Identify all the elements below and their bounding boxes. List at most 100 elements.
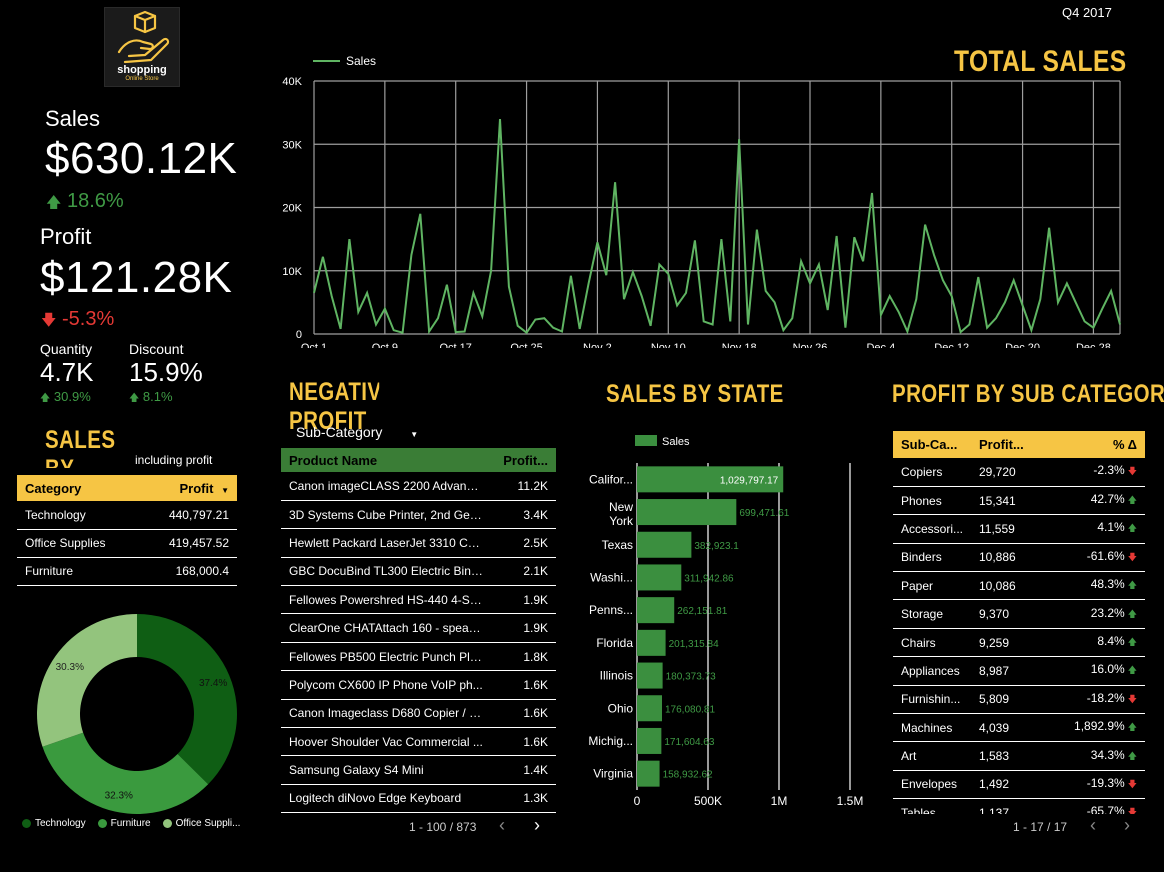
- state-bar[interactable]: [637, 499, 737, 526]
- state-bar[interactable]: [637, 727, 662, 754]
- state-bar[interactable]: [637, 662, 663, 689]
- subcategory-table-wrap[interactable]: Sub-Ca... Profit... % Δ Copiers 29,720 -…: [893, 431, 1145, 814]
- state-label: Califor...: [589, 472, 633, 486]
- category-row[interactable]: Office Supplies 419,457.52: [17, 529, 237, 557]
- table-row[interactable]: Envelopes 1,492 -19.3% 🡇: [893, 770, 1145, 799]
- table-row[interactable]: Tables 1,137 -65.7% 🡇: [893, 799, 1145, 814]
- table-row[interactable]: Chairs 9,259 8.4% 🡅: [893, 628, 1145, 657]
- table-row[interactable]: Canon imageCLASS 2200 Advance... 11.2K: [281, 472, 556, 501]
- state-bar[interactable]: [637, 760, 660, 787]
- table-row[interactable]: Storage 9,370 23.2% 🡅: [893, 600, 1145, 629]
- sub-category-filter[interactable]: Sub-Category ▼: [296, 424, 419, 440]
- state-bar[interactable]: [637, 531, 692, 558]
- subcategory-prev-page-button[interactable]: ‹: [1090, 815, 1096, 835]
- table-row[interactable]: Samsung Galaxy S4 Mini 1.4K: [281, 756, 556, 785]
- state-bar[interactable]: [637, 564, 682, 591]
- subcategory-profit: 4,039: [979, 720, 1010, 735]
- table-row[interactable]: Paper 10,086 48.3% 🡅: [893, 572, 1145, 600]
- table-row[interactable]: GBC DocuBind TL300 Electric Bindi... 2.1…: [281, 557, 556, 586]
- table-row[interactable]: 3D Systems Cube Printer, 2nd Gene... 3.4…: [281, 500, 556, 529]
- category-row[interactable]: Furniture 168,000.4: [17, 557, 237, 585]
- table-row[interactable]: Art 1,583 34.3% 🡅: [893, 742, 1145, 771]
- subcategory-profit: 1,137: [979, 805, 1010, 814]
- donut-slice[interactable]: [42, 732, 209, 814]
- logo-subtext: Online Store: [125, 76, 159, 82]
- subcategory-next-page-button[interactable]: ›: [1124, 815, 1130, 835]
- negative-pager-label: 1 - 100 / 873: [409, 820, 477, 834]
- product-name: Fellowes Powershred HS-440 4-She...: [289, 592, 491, 607]
- profit-kpi-value: $121.28K: [40, 253, 233, 302]
- negative-profit-col-header[interactable]: Profit...: [503, 452, 548, 468]
- state-label: Florida: [596, 636, 633, 650]
- state-bar[interactable]: [637, 466, 784, 493]
- quantity-kpi-delta: 🡅 30.9%: [40, 389, 91, 404]
- table-row[interactable]: Hewlett Packard LaserJet 3310 Co... 2.5K: [281, 529, 556, 558]
- state-bar[interactable]: [637, 629, 666, 656]
- table-row[interactable]: Hoover Shoulder Vac Commercial ... 1.6K: [281, 728, 556, 756]
- table-row[interactable]: Fellowes Powershred HS-440 4-She... 1.9K: [281, 586, 556, 614]
- table-row[interactable]: Canon Imageclass D680 Copier / F... 1.6K: [281, 699, 556, 728]
- arrow-up-icon: 🡅: [129, 393, 140, 404]
- subcategory-col-header[interactable]: Sub-Ca...: [901, 437, 958, 452]
- arrow-up-icon: 🡅: [1127, 523, 1137, 534]
- prev-page-button[interactable]: ‹: [499, 815, 505, 835]
- table-row[interactable]: Fellowes PB500 Electric Punch Pla... 1.8…: [281, 642, 556, 671]
- arrow-down-icon: 🡇: [1127, 807, 1137, 814]
- table-row[interactable]: Phones 15,341 42.7% 🡅: [893, 486, 1145, 515]
- subcategory-name: Accessori...: [901, 521, 964, 536]
- x-tick-label: Oct 1: [301, 342, 327, 348]
- subcategory-delta: -19.3% 🡇: [1086, 775, 1137, 790]
- state-label: York: [609, 514, 634, 528]
- y-tick-label: 30K: [282, 139, 302, 151]
- category-row[interactable]: Technology 440,797.21: [17, 501, 237, 529]
- bar-value-label: 180,373.73: [666, 672, 716, 683]
- subcategory-name: Furnishin...: [901, 692, 961, 707]
- subcategory-delta-col-header[interactable]: % Δ: [1112, 437, 1137, 452]
- legend-dot: [97, 819, 107, 828]
- subcategory-name: Chairs: [901, 635, 936, 650]
- table-row[interactable]: Machines 4,039 1,892.9% 🡅: [893, 714, 1145, 742]
- next-page-button[interactable]: ›: [534, 815, 540, 835]
- table-row[interactable]: Polycom CX600 IP Phone VoIP ph... 1.6K: [281, 671, 556, 700]
- product-name-col-header[interactable]: Product Name: [289, 452, 378, 468]
- state-bar[interactable]: [637, 597, 675, 624]
- table-row[interactable]: Furnishin... 5,809 -18.2% 🡇: [893, 685, 1145, 714]
- subcategory-name: Phones: [901, 493, 942, 508]
- dropdown-caret-icon: ▼: [410, 430, 419, 439]
- subcategory-delta: -65.7% 🡇: [1047, 799, 1145, 814]
- sales-series-line: [313, 118, 1121, 335]
- table-row[interactable]: Accessori... 11,559 4.1% 🡅: [893, 515, 1145, 544]
- table-row[interactable]: Logitech diNovo Edge Keyboard 1.3K: [281, 784, 556, 813]
- subcategory-profit: 15,341: [979, 493, 1016, 508]
- product-name: Hoover Shoulder Vac Commercial ...: [289, 734, 483, 749]
- state-bar[interactable]: [637, 695, 663, 722]
- category-profit-col-header[interactable]: Profit ▼: [179, 480, 230, 496]
- subcategory-name: Copiers: [901, 464, 943, 479]
- legend-item[interactable]: Technology: [22, 818, 86, 829]
- legend-item[interactable]: Furniture: [97, 818, 151, 829]
- donut-slice[interactable]: [36, 614, 137, 747]
- table-row[interactable]: ClearOne CHATAttach 160 - speake... 1.9K: [281, 614, 556, 643]
- x-tick-label: Oct 17: [440, 342, 472, 348]
- subcategory-delta: 48.3% 🡅: [1090, 577, 1137, 592]
- subcategory-profit-col-header[interactable]: Profit...: [979, 437, 1024, 452]
- category-col-header[interactable]: Category: [25, 480, 82, 496]
- product-loss: 1.6K: [523, 706, 548, 721]
- table-row[interactable]: Copiers 29,720 -2.3% 🡇: [893, 458, 1145, 487]
- subcategory-delta: 4.1% 🡅: [1097, 520, 1137, 535]
- subcategory-name: Binders: [901, 550, 942, 565]
- arrow-down-icon: 🡇: [1127, 466, 1137, 477]
- legend-label: Sales: [662, 436, 690, 448]
- store-logo: shopping Online Store: [104, 7, 180, 87]
- state-label: Washi...: [590, 570, 633, 584]
- bar-value-label: 158,932.62: [663, 770, 713, 781]
- sales-kpi-label: Sales: [45, 106, 101, 131]
- arrow-up-icon: 🡅: [1127, 608, 1137, 619]
- table-row[interactable]: Binders 10,886 -61.6% 🡇: [893, 543, 1145, 572]
- table-row[interactable]: Appliances 8,987 16.0% 🡅: [893, 657, 1145, 686]
- product-name: Canon imageCLASS 2200 Advance...: [289, 478, 490, 493]
- bar-value-label: 176,080.81: [665, 704, 715, 715]
- legend-label: Sales: [346, 54, 376, 68]
- donut-slice[interactable]: [137, 614, 237, 785]
- legend-item[interactable]: Office Suppli...: [162, 818, 240, 829]
